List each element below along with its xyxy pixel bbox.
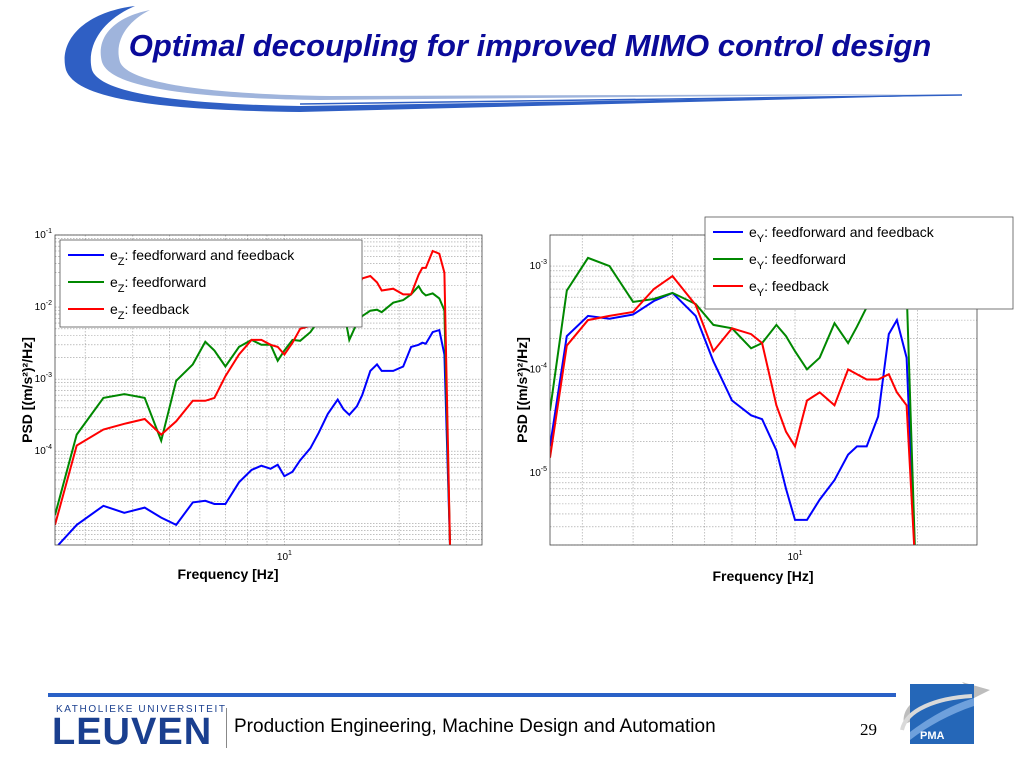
slide-title: Optimal decoupling for improved MIMO con… bbox=[128, 28, 932, 63]
department-name: Production Engineering, Machine Design a… bbox=[234, 716, 716, 737]
legend-entry: eZ: feedback bbox=[110, 301, 190, 322]
footer-divider-line bbox=[48, 693, 896, 697]
university-name-small: KATHOLIEKE UNIVERSITEIT bbox=[56, 704, 227, 715]
y-tick-label: 10-1 bbox=[35, 228, 52, 241]
legend-entry: eY: feedforward and feedback bbox=[749, 224, 935, 245]
legend: eZ: feedforward and feedback eZ: feedforw… bbox=[59, 239, 363, 328]
y-tick-label: 10-3 bbox=[35, 372, 52, 385]
y-tick-label: 10-3 bbox=[530, 259, 547, 272]
pma-logo: PMA bbox=[900, 682, 990, 744]
y-tick-label: 10-2 bbox=[35, 300, 52, 313]
x-axis-label: Frequency [Hz] bbox=[712, 568, 813, 584]
series-line-1 bbox=[550, 291, 916, 545]
y-tick-label: 10-5 bbox=[530, 466, 547, 479]
series-line-3 bbox=[550, 274, 916, 545]
y-tick-label: 10-4 bbox=[530, 362, 547, 375]
chart-psd-y: 10-5 10-4 10-3 101 Frequency [Hz] PSD [(m/s²)… bbox=[514, 216, 1014, 584]
page-number: 29 bbox=[860, 720, 877, 739]
x-tick-label: 101 bbox=[277, 550, 292, 563]
pma-logo-text: PMA bbox=[920, 730, 945, 742]
header-swoosh bbox=[64, 6, 963, 112]
university-logo: LEUVEN bbox=[52, 711, 213, 753]
legend-entry: eZ: feedforward bbox=[110, 274, 206, 295]
y-tick-label: 10-4 bbox=[35, 444, 52, 457]
legend-entry: eY: feedforward bbox=[749, 251, 846, 272]
x-tick-label: 101 bbox=[788, 550, 803, 563]
footer-separator bbox=[226, 708, 227, 748]
y-axis-label: PSD [(m/s²)²/Hz] bbox=[19, 337, 35, 443]
x-axis-label: Frequency [Hz] bbox=[177, 566, 278, 582]
legend: eY: feedforward and feedback eY: feedforw… bbox=[704, 216, 1014, 310]
y-axis-label: PSD [(m/s²)²/Hz] bbox=[514, 337, 530, 443]
plot-frame bbox=[54, 234, 483, 546]
series-line-1 bbox=[57, 328, 451, 545]
chart-psd-z: 10-4 10-3 10-2 10-1 101 Frequency [Hz] PSD [(m… bbox=[19, 228, 483, 582]
legend-entry: eY: feedback bbox=[749, 278, 830, 299]
legend-entry: eZ: feedforward and feedback bbox=[110, 247, 295, 268]
